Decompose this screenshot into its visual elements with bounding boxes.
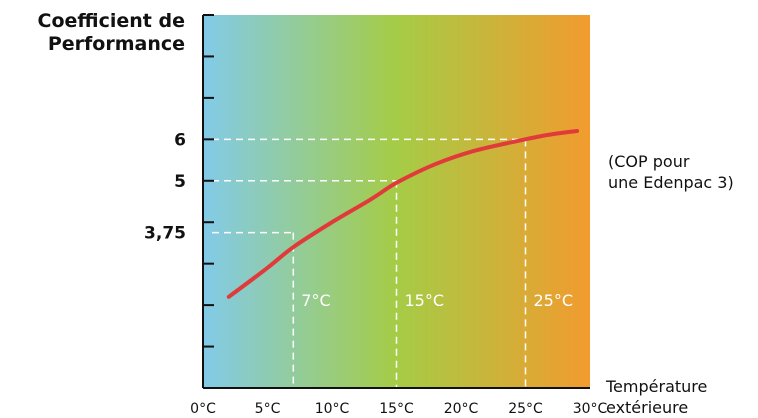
y-tick-label: 3,75 xyxy=(144,224,186,244)
annotation-line1: (COP pour xyxy=(608,152,690,171)
x-axis-title-line2: extérieure xyxy=(606,398,688,417)
annotation-line2: une Edenpac 3) xyxy=(608,173,734,192)
x-axis-title-line1: Température xyxy=(605,377,707,396)
x-tick-label: 20°C xyxy=(444,401,479,417)
x-tick-label: 25°C xyxy=(508,401,543,417)
plot-background xyxy=(203,15,590,388)
x-tick-label: 10°C xyxy=(315,401,350,417)
reference-temp-label: 7°C xyxy=(301,291,330,310)
x-tick-label: 5°C xyxy=(255,401,281,417)
y-axis-title-line2: Performance xyxy=(48,33,185,55)
x-tick-label: 0°C xyxy=(190,401,216,417)
reference-temp-label: 25°C xyxy=(534,291,574,310)
x-tick-label: 15°C xyxy=(379,401,414,417)
y-tick-label: 6 xyxy=(174,130,186,150)
y-tick-label: 5 xyxy=(174,172,186,192)
y-axis-title-line1: Coefficient de xyxy=(38,10,185,32)
x-tick-labels: 0°C 5°C 10°C 15°C 20°C 25°C 30°C xyxy=(190,401,607,417)
x-tick-label: 30°C xyxy=(573,401,608,417)
reference-temp-label: 15°C xyxy=(405,291,445,310)
